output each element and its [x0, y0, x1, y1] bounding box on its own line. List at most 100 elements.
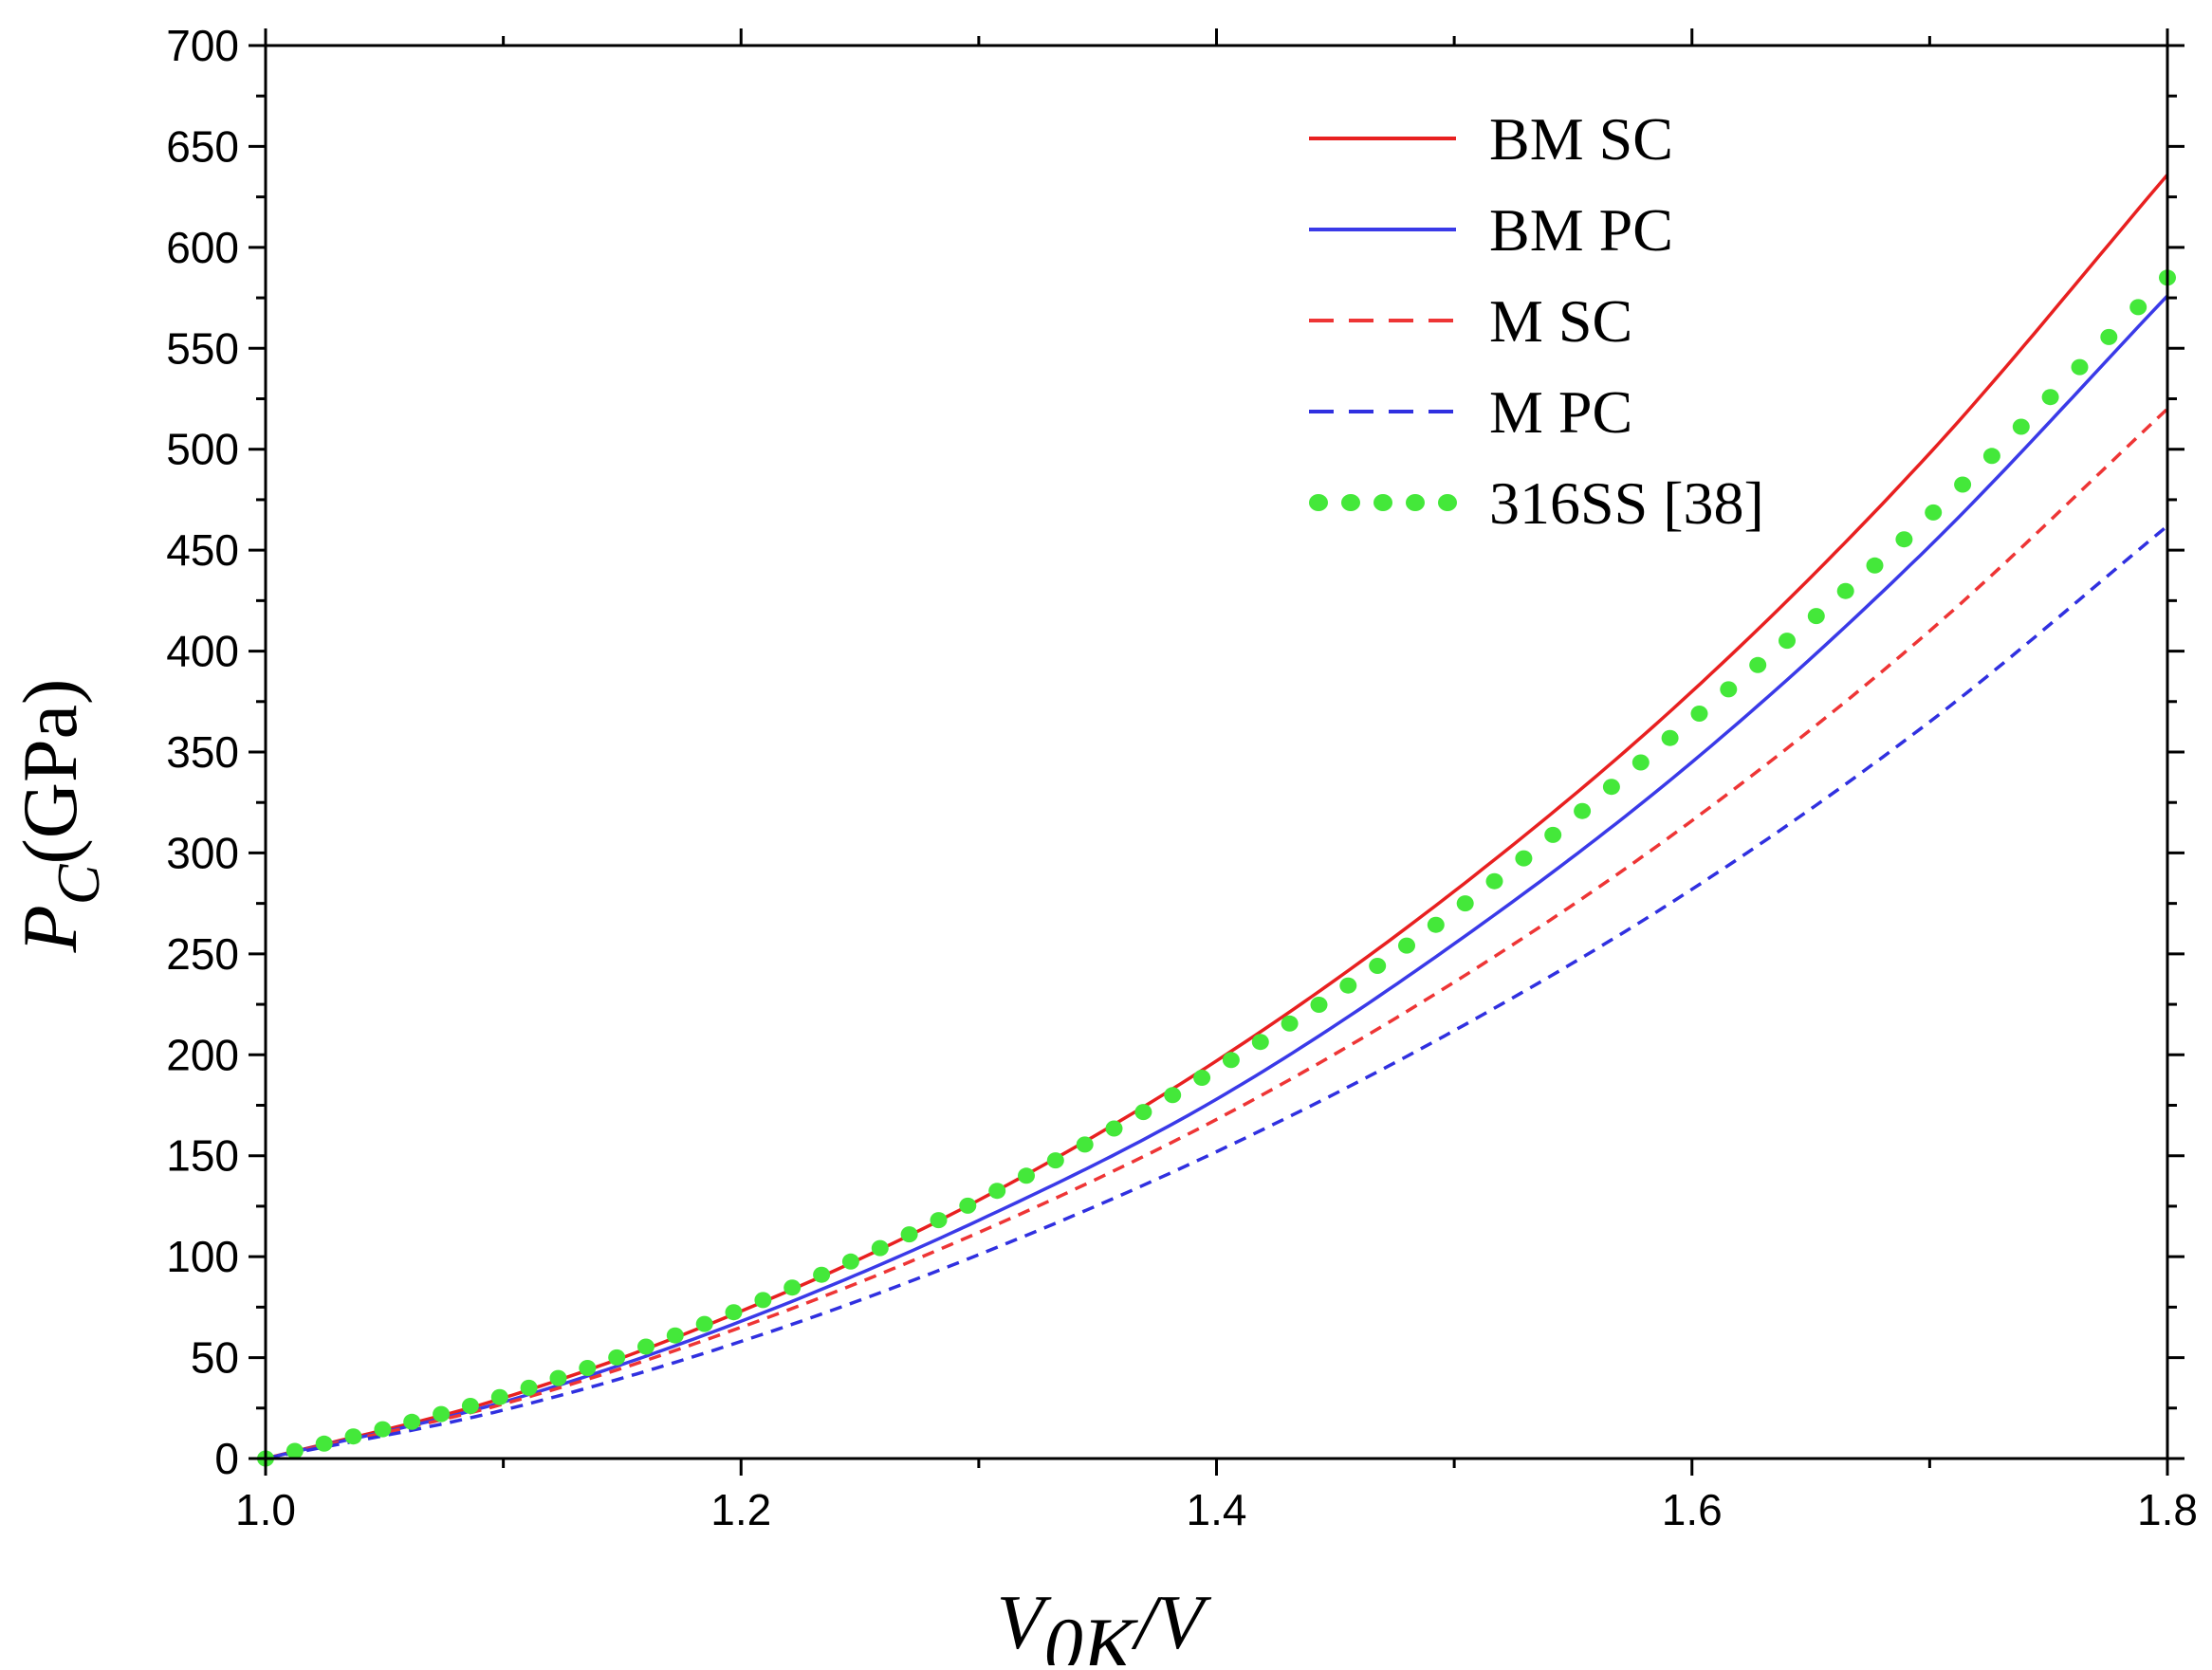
point-316ss-38 [1485, 872, 1503, 890]
point-316ss-38 [1807, 608, 1825, 625]
point-316ss-38 [1398, 937, 1415, 954]
point-316ss-38 [1925, 504, 1943, 521]
point-316ss-38 [1866, 557, 1884, 574]
point-316ss-38 [666, 1327, 684, 1344]
legend-swatch-dot [1438, 494, 1457, 511]
x-tick-label: 1.6 [1662, 1485, 1723, 1534]
point-316ss-38 [930, 1212, 948, 1229]
point-316ss-38 [608, 1349, 626, 1366]
point-316ss-38 [2129, 299, 2147, 316]
axes [249, 28, 2184, 1476]
series-line-m-sc [265, 407, 2169, 1460]
y-tick-label: 150 [166, 1131, 239, 1181]
x-tick-label: 1.4 [1187, 1485, 1247, 1534]
legend-swatch-dot [1341, 494, 1360, 511]
point-316ss-38 [1749, 656, 1767, 673]
y-tick-label: 50 [191, 1333, 239, 1383]
y-tick-label: 300 [166, 828, 239, 877]
legend-label: M PC [1489, 378, 1632, 446]
point-316ss-38 [2100, 328, 2118, 345]
point-316ss-38 [1631, 754, 1650, 771]
point-316ss-38 [1076, 1136, 1094, 1153]
point-316ss-38 [1105, 1120, 1123, 1137]
x-axis-title-suffix: /V [1131, 1579, 1211, 1665]
point-316ss-38 [344, 1428, 362, 1445]
point-316ss-38 [1720, 681, 1738, 698]
point-316ss-38 [490, 1388, 508, 1405]
legend-label: M SC [1489, 287, 1632, 355]
tick-labels: 0 50 100 150 200 250 300 350 400 450 500 550 600 650 7… [166, 21, 2198, 1534]
x-axis-title: V0K/V [997, 1579, 1212, 1665]
point-316ss-38 [1046, 1152, 1064, 1169]
point-316ss-38 [871, 1239, 889, 1257]
point-316ss-38 [2041, 389, 2059, 406]
y-tick-label: 450 [166, 525, 239, 575]
point-316ss-38 [783, 1279, 802, 1296]
legend-label: 316SS [38] [1489, 469, 1764, 537]
y-tick-label: 600 [166, 223, 239, 272]
point-316ss-38 [1018, 1167, 1035, 1184]
point-316ss-38 [1982, 448, 2000, 465]
y-axis-title: PC(GPa) [7, 679, 112, 954]
x-tick-label: 1.8 [2137, 1485, 2198, 1534]
point-316ss-38 [2071, 358, 2089, 376]
point-316ss-38 [1164, 1087, 1182, 1104]
point-316ss-38 [1251, 1034, 1269, 1051]
point-316ss-38 [315, 1435, 333, 1452]
point-316ss-38 [1281, 1015, 1299, 1032]
legend-swatch-dot [1373, 494, 1392, 511]
point-316ss-38 [1456, 895, 1474, 912]
y-tick-label: 550 [166, 323, 239, 373]
point-316ss-38 [900, 1226, 918, 1243]
point-316ss-38 [1193, 1070, 1211, 1086]
point-316ss-38 [1427, 916, 1445, 933]
legend-item-316ss-38: 316SS [38] [1309, 469, 1764, 537]
point-316ss-38 [988, 1183, 1006, 1200]
legend-swatch-dot [1309, 494, 1328, 511]
point-316ss-38 [549, 1369, 567, 1386]
point-316ss-38 [1602, 779, 1620, 796]
y-tick-label: 350 [166, 727, 239, 777]
point-316ss-38 [1369, 958, 1387, 974]
x-tick-label: 1.2 [710, 1485, 771, 1534]
y-axis-title-main: P [7, 905, 93, 953]
point-316ss-38 [579, 1360, 597, 1376]
legend: BM SC BM PC M SC M PC 316SS [38] [1309, 105, 1764, 537]
point-316ss-38 [1661, 729, 1679, 746]
point-316ss-38 [695, 1315, 713, 1332]
point-316ss-38 [1779, 633, 1796, 650]
x-tick-label: 1.0 [235, 1485, 296, 1534]
y-axis-title-sub: C [45, 863, 112, 905]
point-316ss-38 [1515, 850, 1533, 867]
y-tick-label: 100 [166, 1232, 239, 1281]
point-316ss-38 [1134, 1104, 1152, 1121]
y-tick-label: 0 [214, 1434, 239, 1483]
point-316ss-38 [1954, 476, 1972, 493]
point-316ss-38 [2012, 418, 2030, 435]
point-316ss-38 [403, 1413, 421, 1430]
y-tick-label: 400 [166, 627, 239, 676]
series-316ss-38 [257, 269, 2176, 1467]
point-316ss-38 [1895, 531, 1913, 548]
legend-item-m-pc: M PC [1309, 378, 1632, 446]
point-316ss-38 [461, 1398, 479, 1414]
y-tick-label: 500 [166, 425, 239, 474]
point-316ss-38 [374, 1421, 392, 1438]
point-316ss-38 [1574, 802, 1592, 819]
series-line-m-pc [265, 524, 2169, 1460]
point-316ss-38 [959, 1197, 977, 1214]
point-316ss-38 [841, 1253, 859, 1270]
point-316ss-38 [1690, 706, 1708, 722]
point-316ss-38 [1544, 826, 1562, 843]
legend-item-bm-sc: BM SC [1309, 105, 1673, 173]
point-316ss-38 [1339, 977, 1357, 994]
series-layer [257, 174, 2176, 1467]
y-tick-label: 200 [166, 1030, 239, 1079]
point-316ss-38 [725, 1304, 743, 1321]
point-316ss-38 [1310, 997, 1328, 1013]
legend-label: BM PC [1489, 196, 1673, 264]
point-316ss-38 [520, 1379, 538, 1396]
